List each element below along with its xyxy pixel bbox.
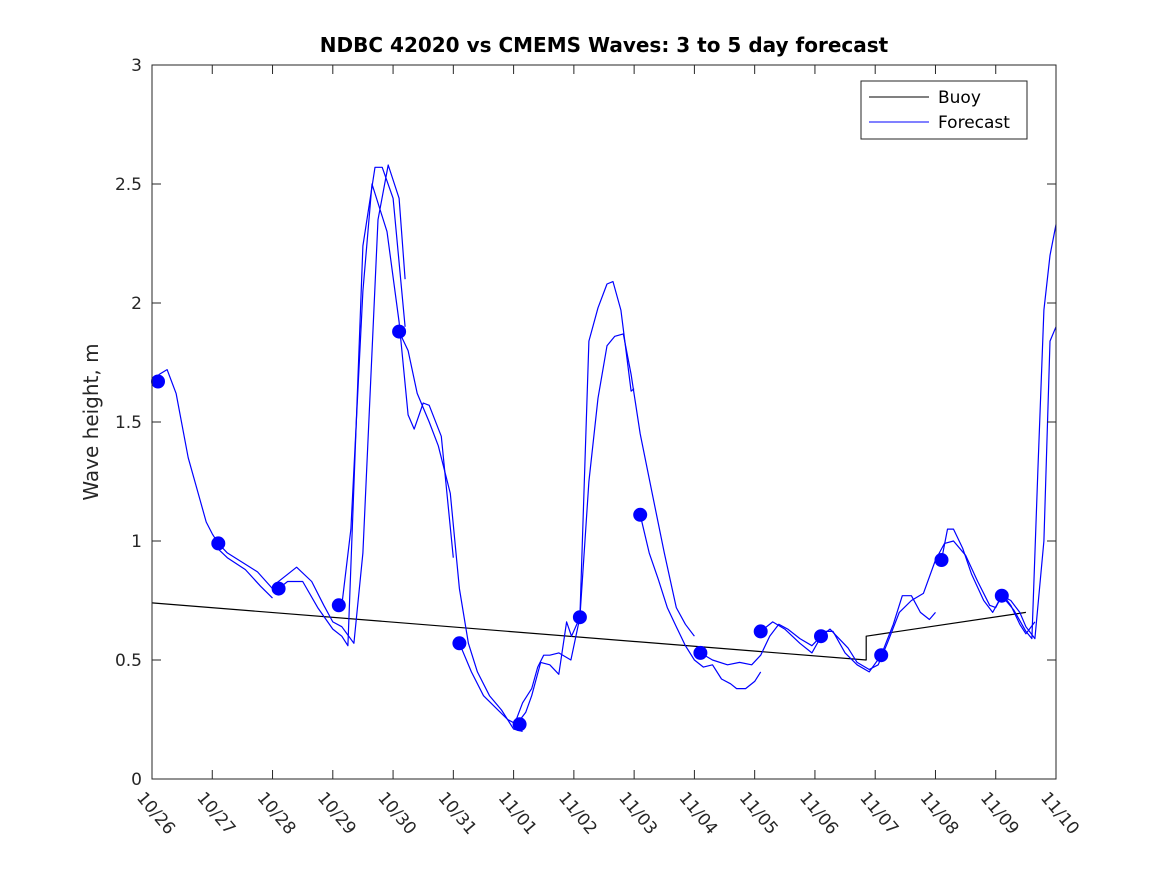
y-axis-label: Wave height, m	[79, 343, 103, 500]
plot-markers	[151, 324, 1009, 732]
legend-box	[860, 80, 1028, 140]
series-line-forecast-6	[513, 333, 695, 727]
legend: Buoy Forecast	[860, 80, 1028, 140]
legend-label-forecast: Forecast	[938, 113, 1010, 133]
y-tick-label-0: 0	[131, 770, 142, 790]
series-line-forecast-11	[1001, 593, 1036, 635]
y-ticks: 0 0.5 1 1.5 2 2.5 3	[115, 56, 1056, 790]
series-line-forecast-8	[700, 326, 1057, 671]
marker-point-10	[753, 624, 768, 639]
marker-point-1	[211, 536, 226, 551]
series-line-buoy-0	[151, 602, 1026, 661]
y-tick-label-3: 1.5	[115, 413, 142, 433]
marker-point-5	[452, 636, 467, 651]
marker-point-3	[331, 598, 346, 613]
chart-title: NDBC 42020 vs CMEMS Waves: 3 to 5 day fo…	[320, 33, 889, 57]
series-line-forecast-7	[639, 514, 762, 690]
marker-point-11	[814, 629, 828, 644]
y-tick-label-6: 3	[131, 56, 142, 76]
marker-point-14	[994, 588, 1009, 603]
series-line-forecast-5	[458, 281, 635, 725]
legend-label-buoy: Buoy	[938, 88, 981, 108]
marker-point-12	[874, 648, 889, 663]
marker-point-4	[392, 324, 407, 339]
y-tick-label-4: 2	[131, 294, 142, 314]
marker-point-6	[512, 717, 527, 732]
series-line-forecast-4	[398, 331, 523, 732]
marker-point-7	[572, 610, 587, 625]
marker-point-8	[633, 507, 648, 522]
marker-point-0	[151, 374, 165, 389]
y-tick-label-1: 0.5	[115, 651, 142, 671]
series-line-forecast-9	[760, 595, 936, 673]
y-tick-label-5: 2.5	[115, 175, 142, 195]
y-tick-label-2: 1	[131, 532, 142, 552]
marker-point-9	[693, 645, 708, 660]
marker-point-2	[271, 581, 286, 596]
series-line-forecast-1	[211, 542, 273, 599]
series-line-forecast-2	[272, 164, 406, 644]
series-line-forecast-3	[341, 183, 454, 606]
marker-point-13	[934, 553, 949, 567]
